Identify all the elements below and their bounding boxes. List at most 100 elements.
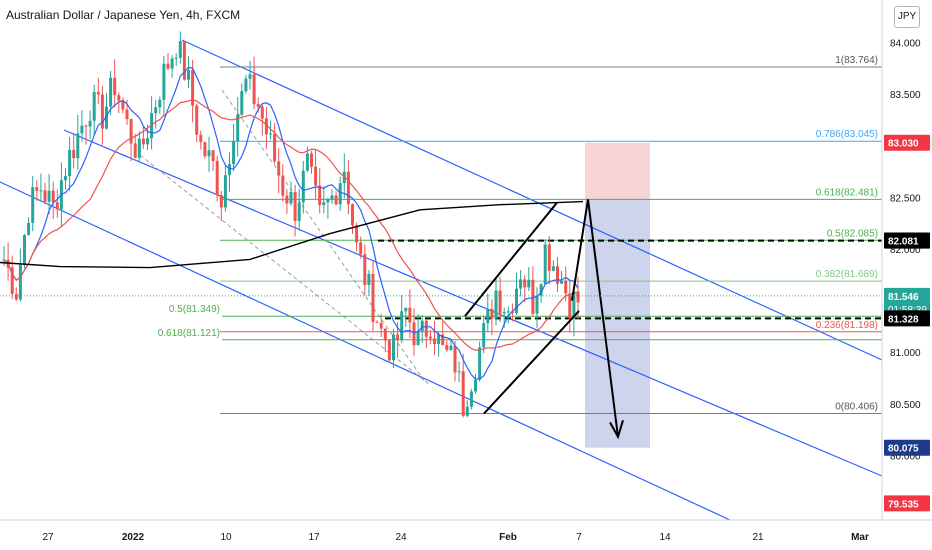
candle-body: [39, 190, 43, 192]
candle-body: [346, 171, 350, 205]
candle-body: [72, 149, 76, 159]
fib-level-label: 0.5(82.085): [827, 228, 878, 239]
candle-body: [535, 295, 539, 314]
candle-body: [23, 235, 26, 265]
left-fib-label: 0.618(81.121): [158, 328, 220, 339]
candle-body: [301, 170, 305, 203]
candle-body: [281, 175, 285, 196]
left-fib-label: 0.5(81.349): [169, 304, 220, 315]
candle-body: [318, 185, 322, 206]
ma-mid-line: [3, 99, 579, 351]
price-tag: [884, 232, 930, 249]
x-tick-label: 7: [576, 532, 582, 543]
candle-body: [531, 279, 535, 314]
channel-line: [63, 129, 883, 477]
candle-body: [129, 118, 133, 144]
y-tick-label: 83.500: [890, 90, 921, 101]
candle-body: [560, 280, 564, 284]
candle-body: [223, 175, 227, 208]
candle-body: [576, 291, 580, 303]
candle-body: [55, 202, 59, 210]
candle-body: [92, 92, 96, 121]
helper-dashed-line: [139, 154, 431, 386]
fib-level-label: 1(83.764): [835, 55, 878, 66]
candle-body: [121, 100, 125, 110]
candle-body: [351, 204, 354, 226]
price-tag: [884, 439, 930, 456]
candle-body: [68, 149, 72, 177]
candle-body: [539, 284, 543, 296]
candle-body: [269, 133, 272, 135]
price-tag-label: 79.535: [888, 499, 919, 510]
y-tick-label: 82.000: [890, 245, 921, 256]
candle-body: [404, 307, 408, 312]
x-tick-label: 24: [395, 532, 407, 543]
target-zone: [585, 199, 650, 448]
candle-body: [178, 41, 182, 58]
candle-body: [408, 307, 412, 323]
candle-body: [187, 70, 190, 80]
candle-body: [252, 74, 256, 105]
candle-body: [482, 323, 486, 348]
price-tag-label: 81.328: [888, 314, 919, 325]
y-tick-label: 80.000: [890, 451, 921, 462]
candle-body: [465, 406, 469, 416]
candle-body: [572, 291, 576, 319]
y-tick-label: 80.500: [890, 400, 921, 411]
candle-body: [80, 125, 84, 134]
candle-body: [310, 153, 313, 167]
ma-fast-line: [3, 66, 579, 380]
candle-body: [400, 311, 404, 341]
candle-body: [174, 57, 178, 59]
x-tick-label: Mar: [851, 532, 869, 543]
candle-body: [314, 166, 318, 186]
candle-body: [367, 273, 371, 285]
price-tag: [884, 134, 930, 151]
candle-body: [191, 70, 195, 106]
candle-body: [244, 78, 248, 92]
candle-body: [293, 192, 297, 222]
candle-body: [515, 288, 518, 313]
candle-body: [334, 195, 338, 205]
candle-body: [219, 195, 223, 208]
candle-body: [428, 336, 432, 339]
candle-body: [43, 190, 47, 202]
candle-body: [305, 153, 309, 171]
candle-body: [203, 142, 207, 157]
candle-body: [141, 138, 145, 145]
candle-body: [96, 92, 100, 95]
projection-arrowhead: [609, 420, 624, 440]
price-tag-label: 81.546: [888, 292, 919, 303]
candle-body: [392, 334, 395, 361]
candle-body: [64, 176, 67, 181]
fib-level-label: 0.236(81.198): [816, 320, 878, 331]
candle-body: [469, 391, 473, 407]
candle-body: [355, 225, 359, 243]
candle-body: [342, 171, 346, 184]
candle-body: [523, 279, 527, 288]
x-tick-label: 27: [42, 532, 54, 543]
candle-body: [457, 371, 461, 373]
stop-zone: [585, 142, 650, 200]
price-tag: [884, 310, 930, 327]
candle-body: [556, 266, 559, 284]
candle-body: [371, 273, 375, 322]
x-tick-label: 17: [308, 532, 320, 543]
candle-body: [215, 160, 219, 196]
candle-body: [182, 41, 186, 80]
candle-body: [547, 244, 551, 271]
y-tick-label: 82.500: [890, 193, 921, 204]
candle-body: [27, 222, 31, 236]
candle-body: [31, 187, 35, 223]
candle-body: [166, 63, 170, 69]
candle-body: [137, 138, 141, 158]
candle-body: [338, 183, 342, 205]
candle-body: [162, 63, 166, 100]
candle-body: [420, 320, 424, 332]
currency-button[interactable]: JPY: [894, 6, 920, 28]
candle-body: [486, 308, 490, 324]
x-tick-label: 2022: [122, 532, 145, 543]
candle-body: [199, 134, 203, 143]
candle-body: [412, 322, 416, 346]
